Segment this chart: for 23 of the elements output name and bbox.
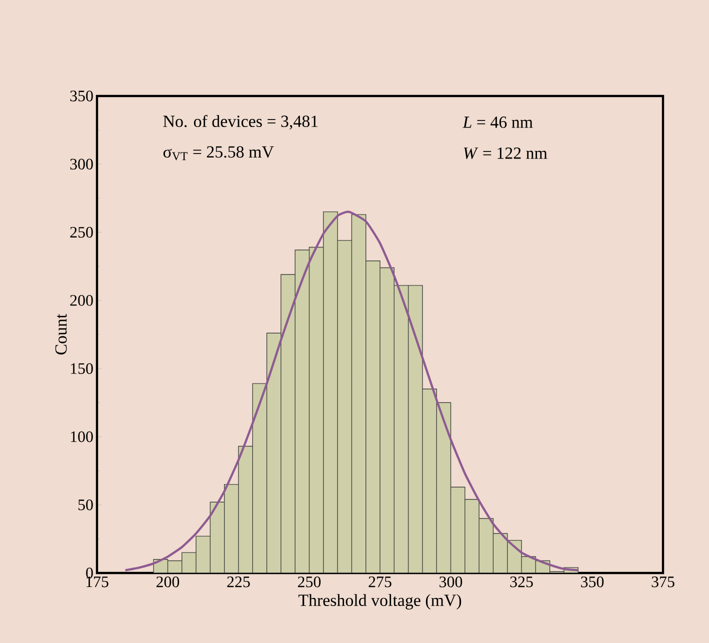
x-tick-label: 200 [156,576,180,588]
x-tick-label: 375 [652,576,674,588]
y-tick-label: 200 [70,295,93,306]
annotation: L = 46 nm [462,116,533,128]
annotation: W = 122 nm [464,147,548,159]
y-tick-label: 350 [70,90,93,102]
x-tick-label: 300 [440,576,462,588]
y-tick-label: 50 [78,499,93,510]
x-axis-title: Threshold voltage (mV) [298,594,462,610]
x-tick-label: 225 [227,576,250,588]
y-tick-label: 250 [70,226,93,238]
annotation: No. of devices = 3,481 [163,114,318,130]
x-tick-label: 250 [298,576,321,588]
y-tick-label: 300 [70,158,93,170]
x-tick-label: 350 [581,576,604,588]
y-tick-label: 150 [70,363,93,374]
y-tick-label: 0 [86,568,93,578]
y-tick-label: 100 [70,431,93,442]
annotation: σ$_{VT}$ = 25.58 mV [163,146,274,160]
y-axis-title: Count [55,314,67,355]
x-tick-label: 325 [510,576,533,588]
x-tick-label: 175 [86,576,108,588]
x-tick-label: 275 [368,576,392,588]
